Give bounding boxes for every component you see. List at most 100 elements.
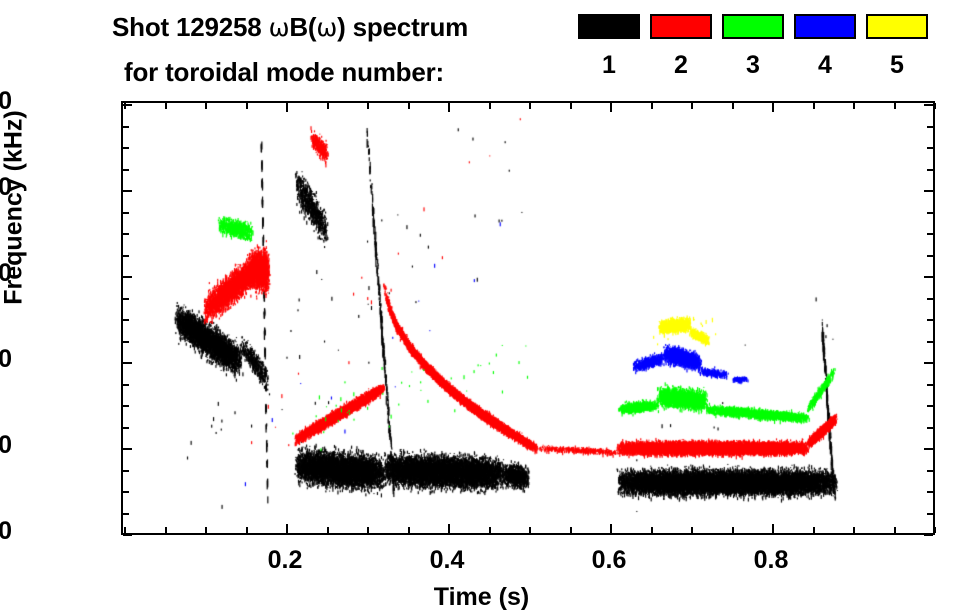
legend-swatch-3 (722, 14, 784, 39)
axis-tick (934, 103, 936, 109)
axis-tick (123, 147, 129, 149)
axis-tick (893, 103, 896, 109)
x-tick-label: 0.4 (429, 546, 465, 574)
axis-tick (123, 405, 129, 407)
axis-tick (326, 527, 329, 533)
axis-tick (124, 103, 126, 109)
axis-tick (853, 103, 855, 109)
axis-tick (927, 147, 933, 149)
axis-tick (691, 527, 693, 533)
axis-tick (448, 103, 450, 112)
axis-tick (731, 527, 734, 533)
omega-symbol-2: ω (316, 13, 338, 42)
axis-tick (927, 211, 933, 214)
axis-tick (927, 297, 933, 300)
axis-tick (488, 527, 491, 533)
legend-swatch-4 (794, 14, 856, 39)
legend-item-4[interactable]: 4 (794, 14, 856, 80)
axis-tick (927, 426, 933, 429)
axis-tick (772, 524, 774, 533)
axis-tick (927, 233, 933, 235)
axis-tick (924, 104, 933, 106)
axis-tick (123, 491, 129, 493)
legend-item-2[interactable]: 2 (650, 14, 712, 80)
axis-tick (927, 125, 933, 128)
legend-label-5: 5 (890, 51, 904, 79)
axis-tick (927, 405, 933, 407)
legend-item-5[interactable]: 5 (866, 14, 928, 80)
legend-label-4: 4 (818, 51, 832, 79)
axis-tick (164, 103, 167, 109)
plot-frame[interactable] (121, 101, 936, 536)
axis-tick (164, 527, 167, 533)
axis-tick (529, 103, 531, 109)
axis-tick (927, 469, 933, 472)
axis-tick (927, 168, 933, 171)
axis-tick (123, 190, 132, 192)
title-line-2: for toroidal mode number: (124, 57, 445, 87)
axis-tick (529, 527, 531, 533)
axis-tick (927, 491, 933, 493)
legend-item-1[interactable]: 1 (578, 14, 640, 80)
axis-tick (286, 103, 288, 112)
axis-tick (927, 319, 933, 321)
axis-tick (927, 512, 933, 515)
figure-title-block: Shot 129258 ωB(ω) spectrum for toroidal … (0, 6, 963, 96)
axis-tick (124, 527, 126, 533)
axis-tick (123, 276, 132, 278)
y-tick-label: 60 (0, 259, 12, 287)
axis-tick (245, 527, 248, 533)
x-tick-label: 0.6 (591, 546, 627, 574)
axis-tick (407, 103, 410, 109)
axis-tick (123, 469, 129, 472)
axis-tick (924, 534, 933, 536)
axis-tick (650, 527, 653, 533)
axis-tick (367, 103, 369, 109)
axis-tick (924, 190, 933, 192)
y-tick-label: 0 (0, 517, 12, 545)
axis-tick (772, 103, 774, 112)
axis-tick (123, 362, 132, 364)
axis-tick (610, 524, 612, 533)
y-tick-label: 40 (0, 345, 12, 373)
axis-tick (205, 103, 207, 109)
axis-tick (610, 103, 612, 112)
legend-item-3[interactable]: 3 (722, 14, 784, 80)
legend-label-2: 2 (674, 51, 688, 79)
axis-tick (927, 383, 933, 386)
x-tick-label: 0.2 (267, 546, 303, 574)
axis-tick (569, 103, 572, 109)
axis-tick (924, 448, 933, 450)
axis-tick (205, 527, 207, 533)
axis-tick (853, 527, 855, 533)
axis-tick (123, 297, 129, 300)
axis-tick (731, 103, 734, 109)
axis-tick (812, 527, 815, 533)
axis-tick (123, 125, 129, 128)
axis-tick (123, 104, 132, 106)
axis-tick (326, 103, 329, 109)
y-tick-label: 80 (0, 173, 12, 201)
title-line-1: Shot 129258 ωB(ω) spectrum (112, 12, 468, 43)
axis-tick (123, 340, 129, 343)
axis-tick (123, 233, 129, 235)
legend-swatch-1 (578, 14, 640, 39)
axis-tick (123, 512, 129, 515)
axis-tick (367, 527, 369, 533)
axis-tick (488, 103, 491, 109)
axis-tick (927, 340, 933, 343)
axis-tick (924, 276, 933, 278)
title-prefix: Shot 129258 (112, 12, 269, 42)
axis-tick (123, 168, 129, 171)
axis-tick (812, 103, 815, 109)
axis-tick (924, 362, 933, 364)
axis-tick (123, 383, 129, 386)
axis-tick (893, 527, 896, 533)
legend-label-3: 3 (746, 51, 760, 79)
mode-number-legend: 1 2 3 4 5 (578, 14, 928, 92)
axis-tick (286, 524, 288, 533)
axis-tick (407, 527, 410, 533)
axis-tick (123, 254, 129, 257)
axis-tick (927, 254, 933, 257)
